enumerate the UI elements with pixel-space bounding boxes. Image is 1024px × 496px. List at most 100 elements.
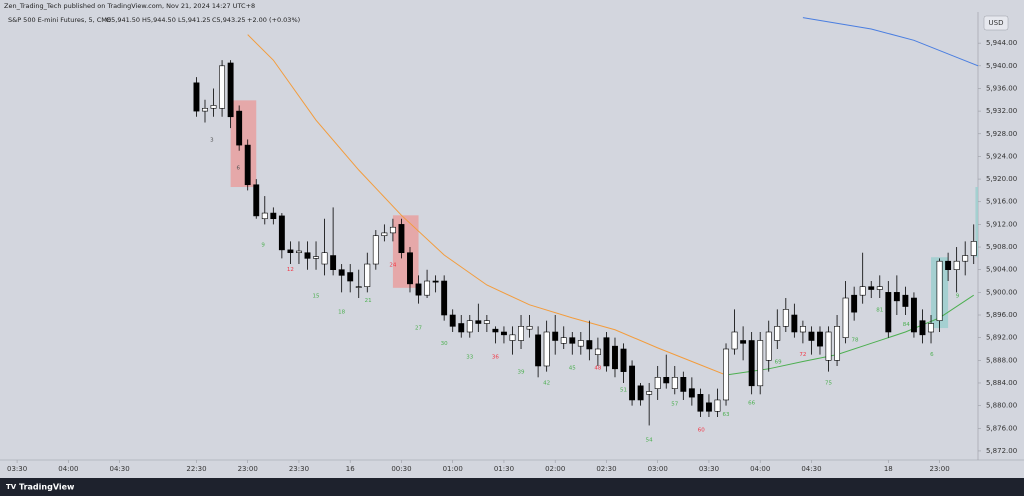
x-tick-label: 02:30 [596,465,616,473]
candle-body [466,320,473,333]
candle-body [535,334,542,367]
count-label: 66 [748,400,755,406]
brand: TradingView [19,483,75,492]
candle-body [415,283,422,296]
count-label: 42 [543,380,550,386]
candle-body [876,286,883,290]
candle-body [928,323,934,333]
candle-body [261,212,268,220]
moving-average-line [725,294,975,376]
candle-body [637,385,644,401]
candle-body [817,331,823,347]
count-label: 21 [365,298,372,304]
count-label: 24 [389,263,396,269]
candle-body [919,320,926,336]
candle-body [765,331,772,361]
x-tick-label: 04:00 [750,465,770,473]
y-tick-label: 5,888.00 [986,356,1017,364]
candle-body [945,260,952,270]
publisher-line: Zen_Trading_Tech published on TradingVie… [4,2,255,10]
candle-body [219,65,226,109]
x-tick-label: 23:00 [929,465,949,473]
count-label: 27 [415,326,422,332]
candle-body [569,337,576,344]
candle-body [552,331,559,341]
x-tick-label: 01:30 [494,465,514,473]
count-label: 54 [646,438,653,444]
currency-box[interactable] [983,15,1009,31]
x-tick-label: 23:00 [238,465,258,473]
ohlc-low: L5,941.25 [178,16,211,24]
candle-body [236,110,243,146]
candle-body [202,107,208,112]
zone [975,187,978,258]
candle-body [398,224,405,254]
candle-body [577,340,584,347]
candle-body [389,226,396,234]
currency[interactable]: USD [989,19,1004,27]
change: +2.00 (+0.03%) [247,16,300,24]
candle-body [851,294,858,313]
candle-body [868,286,875,290]
y-tick-label: 5,920.00 [986,175,1017,183]
candle-body [193,82,200,112]
candle-body [885,292,892,333]
candle-body [842,297,849,338]
candle-body [714,399,721,412]
candle-body [407,252,413,285]
count-label: 72 [799,352,806,358]
candle-body [364,263,371,287]
candle-body [355,286,362,288]
candle-body [970,241,977,256]
count-label: 63 [723,412,730,418]
x-tick-label: 04:30 [109,465,129,473]
zone [230,100,257,188]
candle-body [321,252,328,265]
y-tick-label: 5,928.00 [986,130,1017,138]
candle-body [705,402,712,412]
candle-body [560,337,567,344]
candle-body [953,260,960,270]
candle-body [697,394,704,412]
x-tick-label: 04:30 [801,465,821,473]
candle-body [304,252,311,259]
count-label: 15 [313,293,320,299]
candle-body [253,184,260,217]
candle-body [287,249,294,254]
y-tick-label: 5,904.00 [986,266,1017,274]
x-tick-label: 18 [884,465,893,473]
candle-body [338,269,345,276]
x-tick-label: 23:30 [289,465,309,473]
count-label: 39 [518,370,525,376]
candle-body [663,377,670,384]
candle-body [244,144,251,186]
moving-average-line [247,34,727,376]
count-label: 51 [620,387,627,393]
count-label: 33 [466,354,473,360]
logo-mark: TV [6,483,17,491]
candle-body [372,235,379,265]
candle-body [449,314,456,327]
candle-body [910,297,917,333]
count-label: 18 [338,310,345,316]
count-label: 81 [876,307,883,313]
candle-body [859,286,866,296]
y-tick-label: 5,892.00 [986,334,1017,342]
candle-body [808,331,815,341]
candle-body [330,255,337,270]
candle-body [671,377,678,389]
candle-body [381,232,388,237]
candle-body [270,212,277,220]
y-tick-label: 5,944.00 [986,39,1017,47]
candle-body [825,331,832,361]
candle-body [834,326,841,361]
candle-body [731,331,738,350]
candle-body [509,334,516,341]
candle-body [799,326,806,333]
y-tick-label: 5,912.00 [986,220,1017,228]
y-tick-label: 5,900.00 [986,288,1017,296]
candle-body [654,377,661,389]
y-tick-label: 5,932.00 [986,107,1017,115]
